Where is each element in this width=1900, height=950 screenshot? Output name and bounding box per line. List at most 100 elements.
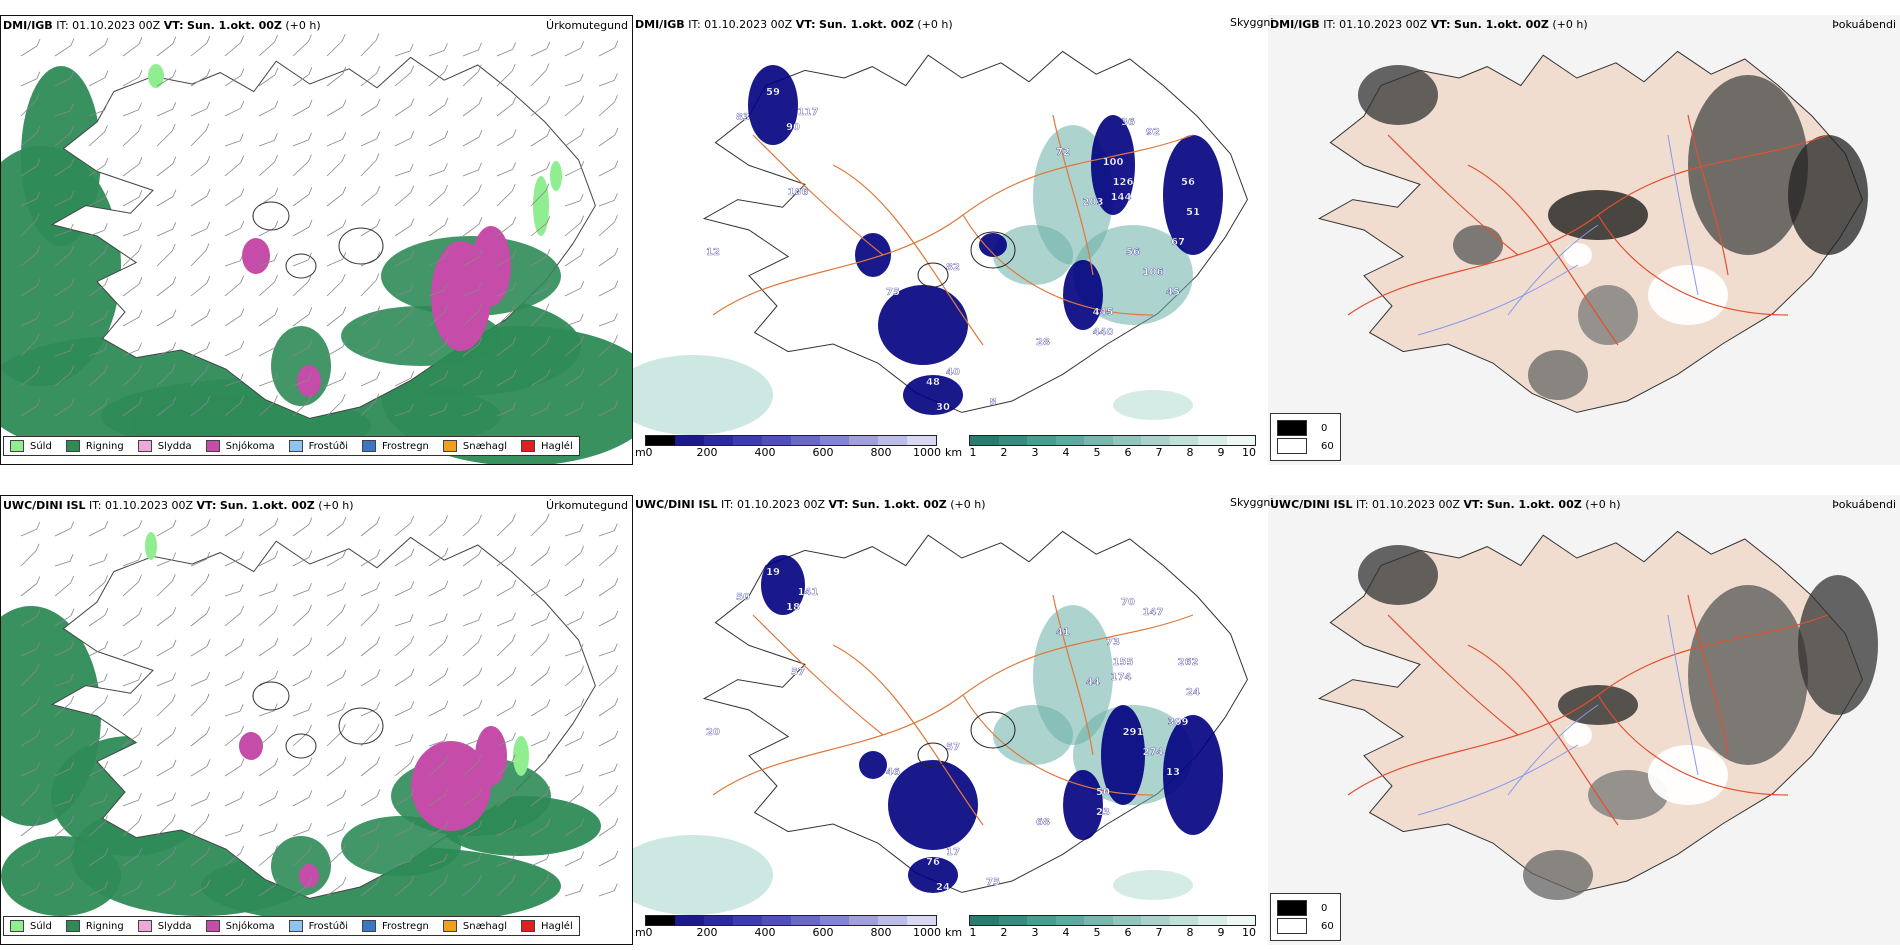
ceiling-label: 141 — [798, 587, 819, 598]
ceiling-label: 44 — [1086, 677, 1100, 688]
panel-title-skyggni: Skyggni — [1230, 16, 1274, 29]
ceiling-label: 13 — [1166, 767, 1180, 778]
ceiling-label: 12 — [706, 247, 720, 258]
legend-swatch-freezing-rain — [362, 920, 376, 932]
ceiling-label: 8 — [990, 397, 997, 408]
visibility-colorbar: km 1 2 3 4 5 6 7 8 9 10 — [945, 435, 1261, 459]
ceiling-label: 72 — [1056, 147, 1070, 158]
fog-panel-dmi: DMI/IGB IT: 01.10.2023 00Z VT: Sun. 1.ok… — [1268, 15, 1900, 465]
ceiling-label: 24 — [1186, 687, 1200, 698]
ceiling-label: 57 — [946, 742, 960, 753]
ceiling-label: 92 — [1146, 127, 1160, 138]
fog-index-map — [1268, 495, 1900, 945]
ceiling-label: 144 — [1111, 192, 1132, 203]
ceiling-label: 291 — [1123, 727, 1144, 738]
precipitation-type-map — [1, 513, 619, 926]
ceiling-label: 83 — [736, 112, 750, 123]
ceiling-label: 90 — [786, 122, 800, 133]
fog-index-map — [1268, 15, 1900, 465]
legend-swatch-snow — [205, 920, 220, 932]
ceiling-label: 41 — [1056, 627, 1070, 638]
ceiling-label: 20 — [706, 727, 720, 738]
ceiling-label: 274 — [1143, 747, 1164, 758]
panel-title-skyggni: Skyggni — [1230, 496, 1274, 509]
precip-panel-uwc: UWC/DINI ISL IT: 01.10.2023 00Z VT: Sun.… — [0, 495, 633, 945]
legend-swatch-hail — [521, 440, 536, 452]
ceiling-label: 155 — [1113, 657, 1134, 668]
ceiling-label: 75 — [886, 287, 900, 298]
panel-header: DMI/IGB IT: 01.10.2023 00Z VT: Sun. 1.ok… — [3, 19, 321, 32]
fog-panel-uwc: UWC/DINI ISL IT: 01.10.2023 00Z VT: Sun.… — [1268, 495, 1900, 945]
legend-swatch-sleet — [137, 920, 152, 932]
ceiling-label: 19 — [766, 567, 780, 578]
fog-index-legend: 0 60 — [1270, 893, 1341, 941]
ceiling-label: 28 — [1036, 337, 1050, 348]
cloud-panel-uwc: UWC/DINI ISL IT: 01.10.2023 00Z VT: Sun.… — [633, 495, 1267, 945]
legend-swatch-hail — [521, 920, 536, 932]
ceiling-visibility-map: 5990117106128310012614436925651675610645… — [633, 50, 1248, 435]
ceiling-label: 106 — [788, 187, 809, 198]
legend-swatch-rain — [65, 440, 80, 452]
visibility-colorbar: km 1 2 3 4 5 6 7 8 9 10 — [945, 915, 1261, 939]
ceiling-label: 46 — [886, 767, 900, 778]
precip-type-legend: Súld Rigning Slydda Snjókoma Frostúði Fr… — [3, 916, 580, 936]
ceiling-label: 51 — [1186, 207, 1200, 218]
panel-title: Úrkomutegund — [546, 19, 628, 32]
ceiling-label: 24 — [936, 882, 950, 893]
ceiling-label: 174 — [1111, 672, 1132, 683]
ceiling-label: 50 — [736, 592, 750, 603]
legend-swatch-sleet — [137, 440, 152, 452]
legend-swatch-freezing-rain — [362, 440, 376, 452]
legend-swatch-frost-drizzle — [288, 920, 303, 932]
panel-header: UWC/DINI ISL IT: 01.10.2023 00Z VT: Sun.… — [635, 498, 986, 511]
ceiling-label: 117 — [798, 107, 819, 118]
ceiling-label: 48 — [926, 377, 940, 388]
panel-header: UWC/DINI ISL IT: 01.10.2023 00Z VT: Sun.… — [3, 499, 354, 512]
ceiling-label: 56 — [1126, 247, 1140, 258]
precip-type-legend: Súld Rigning Slydda Snjókoma Frostúði Fr… — [3, 436, 580, 456]
ceiling-label: 203 — [1083, 197, 1104, 208]
ceiling-label: 40 — [946, 367, 960, 378]
panel-header: DMI/IGB IT: 01.10.2023 00Z VT: Sun. 1.ok… — [635, 18, 953, 31]
ceiling-label: 82 — [946, 262, 960, 273]
ceiling-label: 18 — [786, 602, 800, 613]
ceiling-label: 440 — [1093, 327, 1114, 338]
ceiling-label: 75 — [986, 877, 1000, 888]
ceiling-label: 73 — [1106, 637, 1120, 648]
legend-swatch-drizzle — [10, 920, 24, 932]
ceiling-visibility-map: 19 18 141 57 20 50 73 155 174 70 147 262 24 309 291 274… — [633, 530, 1248, 915]
precip-panel-dmi: DMI/IGB IT: 01.10.2023 00Z VT: Sun. 1.ok… — [0, 15, 633, 465]
ceiling-label: 17 — [946, 847, 960, 858]
ceiling-label: 59 — [766, 87, 780, 98]
ceiling-label: 262 — [1178, 657, 1199, 668]
cloud-panel-dmi: DMI/IGB IT: 01.10.2023 00Z VT: Sun. 1.ok… — [633, 15, 1267, 465]
legend-swatch-rain — [65, 920, 80, 932]
ceiling-label: 126 — [1113, 177, 1134, 188]
panel-header: DMI/IGB IT: 01.10.2023 00Z VT: Sun. 1.ok… — [1270, 18, 1588, 31]
ceiling-label: 147 — [1143, 607, 1164, 618]
panel-title: Þokuábendi — [1832, 18, 1896, 31]
panel-title: Þokuábendi — [1832, 498, 1896, 511]
ceiling-label: 36 — [1121, 117, 1135, 128]
ceiling-label: 56 — [1181, 177, 1195, 188]
ceiling-label: 67 — [1171, 237, 1185, 248]
ceiling-label: 100 — [1103, 157, 1124, 168]
ceiling-label: 70 — [1121, 597, 1135, 608]
legend-swatch-frost-drizzle — [288, 440, 303, 452]
ceiling-label: 50 — [1096, 787, 1110, 798]
legend-swatch-snow — [205, 440, 220, 452]
panel-title: Úrkomutegund — [546, 499, 628, 512]
panel-header: UWC/DINI ISL IT: 01.10.2023 00Z VT: Sun.… — [1270, 498, 1621, 511]
ceiling-label: 45 — [1166, 287, 1180, 298]
precipitation-type-map — [1, 33, 632, 464]
fog-index-legend: 0 60 — [1270, 413, 1341, 461]
ceiling-label: 76 — [926, 857, 940, 868]
ceiling-colorbar: m 0 200 400 600 800 1000 — [635, 915, 941, 939]
ceiling-label: 445 — [1093, 307, 1114, 318]
ceiling-label: 23 — [1096, 807, 1110, 818]
ceiling-label: 68 — [1036, 817, 1050, 828]
ceiling-label: 106 — [1143, 267, 1164, 278]
legend-swatch-drizzle — [10, 440, 24, 452]
legend-swatch-snow-pellets — [442, 920, 457, 932]
legend-swatch-snow-pellets — [442, 440, 457, 452]
